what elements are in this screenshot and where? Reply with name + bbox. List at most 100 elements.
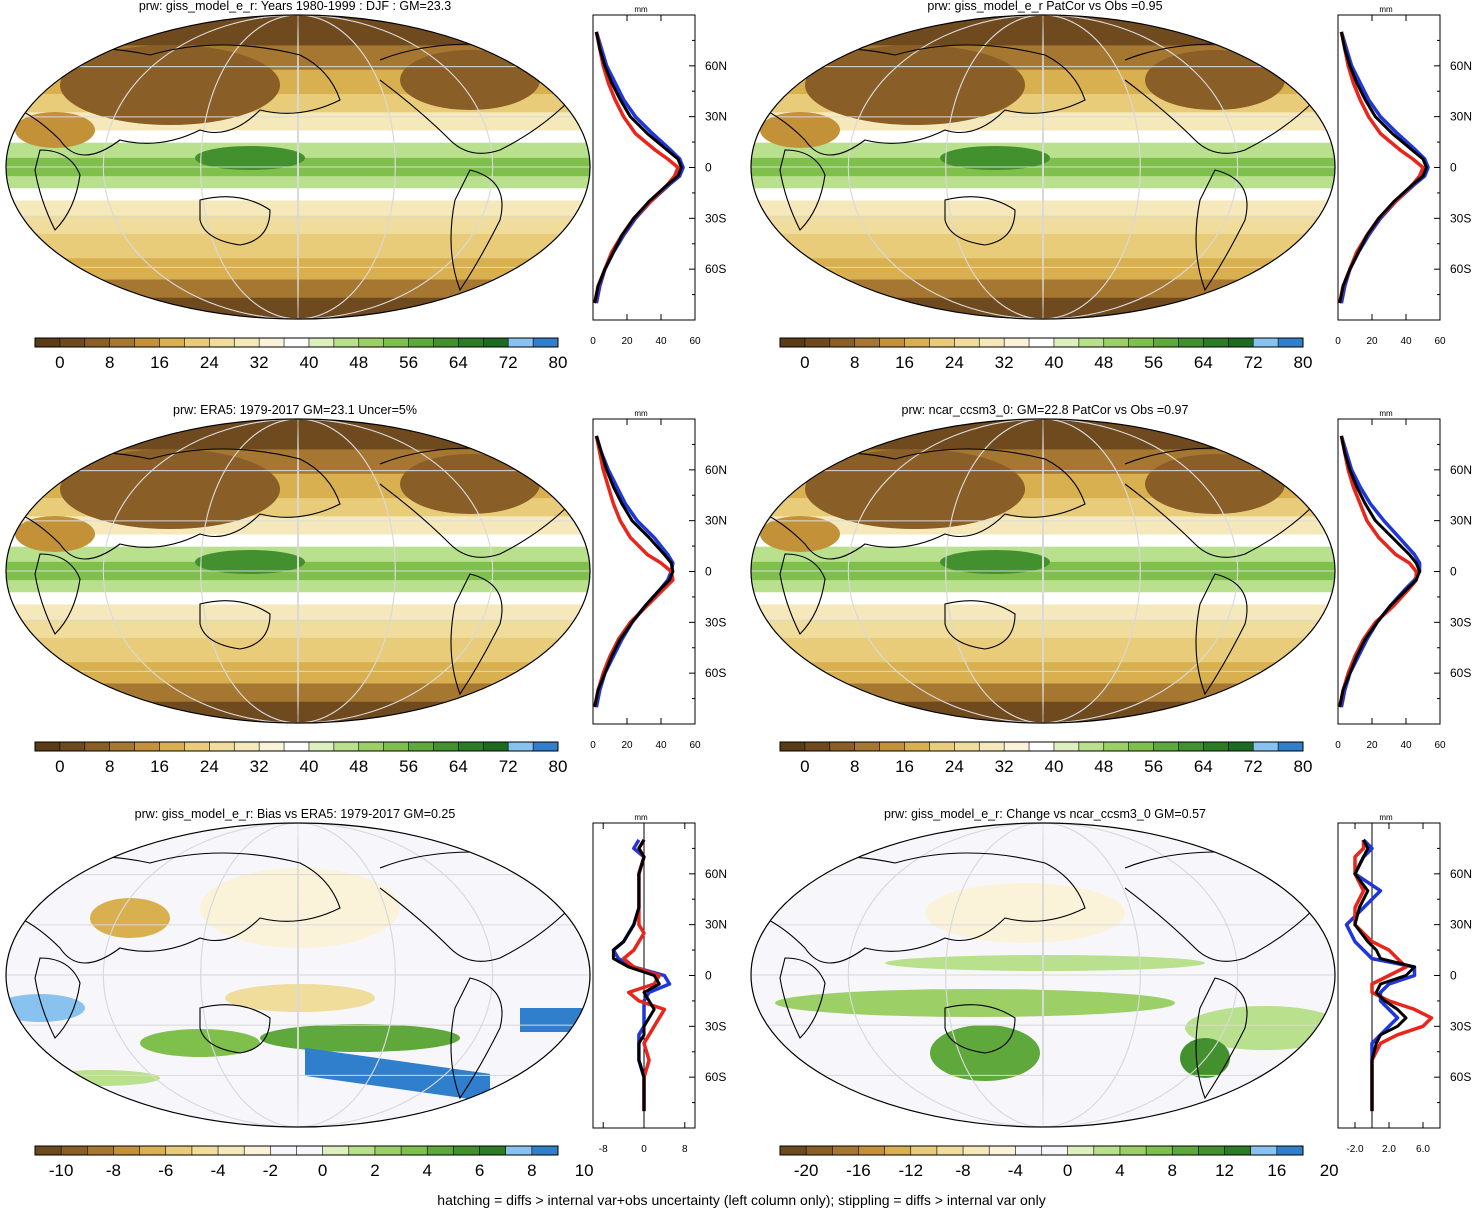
colorbar-swatch	[218, 1146, 245, 1155]
colorbar-swatch	[879, 742, 905, 751]
colorbar-swatch	[1253, 742, 1279, 751]
map-outline	[5, 822, 591, 1128]
profile-y-tick: 0	[705, 161, 712, 175]
profile-y-tick: 30S	[705, 1019, 726, 1033]
panel-graphics: -20 -16 -12 -8 -4 0 4 8 12 16 20 mm -2.0 2.0 6.0 60N 30…	[750, 813, 1472, 1180]
profile-x-tick: 40	[655, 336, 667, 347]
colorbar-label: 20	[1320, 1161, 1339, 1180]
colorbar-swatch	[234, 742, 260, 751]
profile-y-tick: 60N	[705, 463, 727, 477]
colorbar-swatch	[159, 338, 185, 347]
colorbar: 0 8 16 24 32 40 48 56 64 72 80	[779, 741, 1312, 776]
profile-frame	[592, 418, 696, 725]
colorbar-label: 72	[1244, 757, 1263, 776]
colorbar-label: -6	[158, 1161, 173, 1180]
profile-x-tick: 40	[1400, 336, 1412, 347]
ref-line	[611, 839, 661, 1112]
profile-x-tick: 0	[590, 336, 596, 347]
ref-line	[593, 435, 675, 708]
colorbar-label: -16	[846, 1161, 871, 1180]
profile-y-tick: 30N	[705, 110, 727, 124]
colorbar-label: -12	[898, 1161, 923, 1180]
profile-y-tick: 60S	[1450, 666, 1471, 680]
colorbar-swatch	[209, 742, 235, 751]
sahara-dry-region	[15, 516, 95, 552]
colorbar-swatch	[333, 742, 360, 751]
profile-x-tick: 40	[655, 740, 667, 751]
zonal-profile: mm -2.0 2.0 6.0 60N 30N 0 30S 60S	[1337, 813, 1472, 1155]
map-fill	[751, 823, 1335, 1127]
colorbar-swatch	[408, 338, 434, 347]
profile-y-tick: 30N	[1450, 110, 1472, 124]
colorbar-swatch	[433, 338, 459, 347]
colorbar-label: 56	[1144, 353, 1163, 372]
profile-y-tick: 60S	[1450, 1070, 1471, 1084]
colorbar-swatch	[806, 1146, 833, 1155]
colorbar-swatch	[427, 1146, 454, 1155]
colorbar-swatch	[453, 1146, 480, 1155]
colorbar-swatch	[904, 742, 930, 751]
panel-change: prw: giss_model_e_r: Change vs ncar_ccsm…	[745, 807, 1483, 1188]
profile-y-tick: 60S	[1450, 262, 1471, 276]
colorbar-label: 64	[1194, 353, 1213, 372]
colorbar-swatch	[1103, 338, 1129, 347]
warm-pool-region	[940, 550, 1050, 574]
ref-line	[593, 31, 683, 304]
colorbar-label: 10	[575, 1161, 594, 1180]
north-america-dry-region	[400, 50, 540, 110]
profile-x-tick: 0	[1335, 740, 1341, 751]
colorbar-swatch	[1053, 338, 1080, 347]
profile-x-tick: 20	[1366, 740, 1378, 751]
colorbar-label: 80	[549, 757, 568, 776]
zonal-profile: mm 0 20 40 60 60N 30N 0 30S 60S	[1335, 5, 1472, 347]
colorbar-swatch	[479, 1146, 506, 1155]
colorbar-label: 48	[1094, 757, 1113, 776]
colorbar-swatch	[358, 742, 384, 751]
profile-y-tick: 60N	[1450, 867, 1472, 881]
graticule	[751, 419, 1335, 723]
profile-x-tick: 0	[641, 1144, 647, 1155]
map-fill	[6, 823, 590, 1127]
colorbar-swatch	[84, 338, 111, 347]
colorbar-swatch	[1029, 338, 1055, 347]
panel-graphics: 0 8 16 24 32 40 48 56 64 72 80 mm 0 20 40 60 60N 30N 0 30S…	[5, 409, 727, 776]
colorbar-swatch	[191, 1146, 219, 1155]
colorbar-label: 0	[55, 353, 64, 372]
map-fill	[6, 15, 590, 319]
panel-title: prw: giss_model_e_r PatCor vs Obs =0.95	[927, 0, 1163, 13]
colorbar-swatch	[1253, 338, 1279, 347]
colorbar-swatch	[929, 742, 955, 751]
warm-pool-region	[195, 550, 305, 574]
colorbar-label: 24	[945, 757, 964, 776]
colorbar-swatch	[244, 1146, 271, 1155]
panel-era5: prw: ERA5: 1979-2017 GM=23.1 Uncer=5% 0 8…	[0, 403, 740, 804]
warm-pool-region	[940, 146, 1050, 170]
colorbar-swatch	[508, 742, 534, 751]
colorbar-swatch	[296, 1146, 323, 1155]
panel-giss-patcor: prw: giss_model_e_r PatCor vs Obs =0.95 …	[745, 0, 1483, 400]
profile-y-tick: 30N	[1450, 514, 1472, 528]
colorbar-label: 64	[449, 353, 468, 372]
colorbar-swatch	[259, 338, 285, 347]
sahara-dry-region	[760, 516, 840, 552]
colorbar-label: 40	[299, 353, 318, 372]
colorbar-swatch	[284, 742, 310, 751]
model-line	[1353, 839, 1434, 1112]
colorbar-label: 40	[1044, 757, 1063, 776]
colorbar-swatch	[1228, 742, 1254, 751]
colorbar-swatch	[209, 338, 235, 347]
profile-y-tick: 30S	[705, 615, 726, 629]
profile-x-tick: 60	[689, 336, 701, 347]
colorbar-label: 2	[370, 1161, 379, 1180]
map	[750, 418, 1336, 724]
colorbar-swatch	[508, 338, 534, 347]
profile-y-tick: 60S	[705, 262, 726, 276]
colorbar-label: 8	[850, 353, 859, 372]
colorbar-label: 72	[499, 757, 518, 776]
colorbar: -10 -8 -6 -4 -2 0 2 4 6 8 10	[34, 1145, 594, 1180]
colorbar-swatch	[989, 1146, 1016, 1155]
colorbar-label: -2	[263, 1161, 278, 1180]
colorbar-label: 0	[800, 353, 809, 372]
model-line	[592, 435, 675, 708]
profile-y-tick: 30S	[705, 211, 726, 225]
